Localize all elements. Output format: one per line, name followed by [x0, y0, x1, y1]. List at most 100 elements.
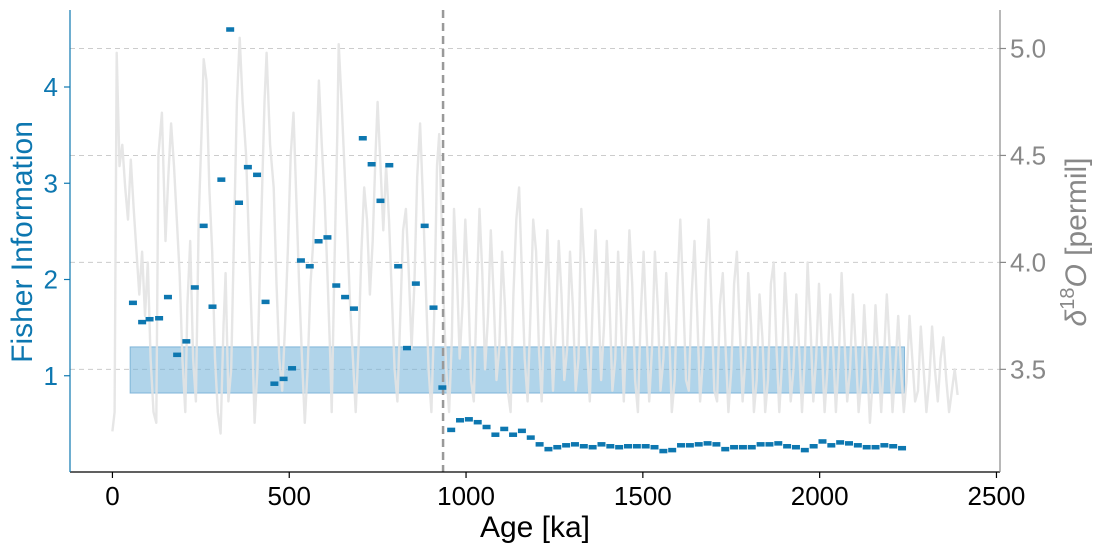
fisher-point — [898, 445, 907, 451]
fisher-point — [597, 442, 606, 447]
left-y-axis-label: Fisher Information — [6, 121, 39, 363]
left-y-tick-label: 1 — [44, 361, 58, 391]
fisher-point — [606, 444, 615, 449]
fisher-point — [562, 443, 571, 448]
right-y-tick-label: 3.5 — [1010, 354, 1046, 384]
fisher-point — [677, 443, 686, 448]
fisher-point — [145, 316, 154, 322]
fisher-point — [809, 444, 818, 449]
fisher-point — [774, 441, 783, 446]
fisher-point — [199, 223, 208, 229]
fisher-point — [517, 428, 526, 434]
fisher-point — [853, 443, 862, 448]
fisher-point — [208, 304, 217, 309]
fisher-point — [420, 223, 429, 229]
fisher-point — [827, 443, 836, 448]
threshold-band — [129, 346, 906, 394]
fisher-point — [128, 300, 137, 306]
fisher-point — [889, 444, 898, 449]
fisher-point — [668, 447, 677, 453]
fisher-point — [394, 264, 403, 269]
fisher-point — [836, 440, 845, 445]
fisher-point — [756, 442, 765, 447]
fisher-point — [456, 418, 465, 423]
fisher-point — [641, 444, 650, 449]
fisher-point — [173, 352, 182, 358]
fisher-point — [845, 441, 854, 446]
fisher-point — [730, 444, 739, 450]
fisher-point — [615, 444, 624, 450]
fisher-point — [314, 239, 323, 244]
fisher-point — [579, 444, 588, 449]
fisher-point — [703, 441, 712, 446]
fisher-point — [765, 442, 774, 447]
x-tick-label: 0 — [105, 481, 119, 511]
left-y-tick-label: 3 — [44, 168, 58, 198]
fisher-point — [182, 339, 191, 344]
fisher-point — [535, 442, 544, 447]
fisher-point — [738, 444, 747, 450]
fisher-point — [402, 345, 411, 351]
fisher-point — [349, 306, 358, 311]
x-tick-label: 500 — [268, 481, 311, 511]
fisher-point — [438, 385, 447, 390]
fisher-point — [659, 448, 668, 454]
right-y-tick-label: 5.0 — [1010, 34, 1046, 64]
x-tick-label: 1000 — [437, 481, 495, 511]
fisher-point — [261, 299, 270, 305]
fisher-point — [367, 162, 376, 167]
fisher-point — [411, 281, 420, 286]
fisher-point — [570, 442, 579, 447]
fisher-point — [509, 432, 518, 437]
x-tick-label: 2500 — [968, 481, 1026, 511]
fisher-point — [235, 200, 244, 205]
fisher-point — [880, 443, 889, 448]
fisher-point — [712, 442, 721, 447]
fisher-point — [226, 27, 235, 32]
left-y-tick-label: 4 — [44, 72, 58, 102]
fisher-point — [429, 305, 438, 310]
fisher-point — [588, 444, 597, 450]
fisher-point — [783, 444, 792, 449]
x-tick-label: 1500 — [614, 481, 672, 511]
fisher-point — [721, 446, 730, 452]
fisher-point — [624, 444, 632, 449]
fisher-point — [526, 435, 535, 440]
fisher-point — [279, 376, 288, 382]
fisher-point — [694, 442, 703, 447]
right-y-tick-label: 4.5 — [1010, 140, 1046, 170]
fisher-point — [358, 136, 367, 141]
fisher-point — [253, 172, 262, 178]
fisher-point — [305, 264, 314, 269]
x-tick-label: 2000 — [791, 481, 849, 511]
fisher-point — [747, 444, 756, 450]
fisher-point — [482, 424, 491, 430]
fisher-point — [163, 294, 172, 300]
axes-layer: 0 500 1000 1500 2000 2500 1 2 3 4 3.5 4.0 4.5 5.0 — [44, 10, 1046, 511]
fisher-point — [473, 419, 482, 425]
right-y-tick-label: 4.0 — [1010, 247, 1046, 277]
fisher-point — [862, 444, 871, 450]
fisher-point — [385, 162, 394, 168]
fisher-point — [190, 285, 199, 290]
fisher-point — [650, 444, 659, 450]
d18o-series-layer — [111, 36, 959, 435]
right-y-axis-label: δ18O [permil] — [1057, 158, 1093, 327]
fisher-point — [243, 164, 252, 170]
fisher-point — [491, 432, 500, 437]
fisher-point — [544, 446, 553, 452]
fisher-point — [632, 444, 641, 449]
fisher-point — [818, 439, 827, 444]
fisher-point — [270, 381, 279, 386]
fisher-point — [447, 427, 456, 433]
fisher-point — [500, 426, 509, 432]
fisher-point — [376, 198, 385, 204]
fisher-point — [155, 316, 164, 321]
fisher-point — [288, 366, 297, 371]
fisher-point — [464, 417, 473, 422]
fisher-point — [685, 443, 694, 448]
fisher-point — [323, 235, 332, 240]
fisher-point — [296, 258, 305, 263]
d18o-series-line — [111, 36, 959, 435]
